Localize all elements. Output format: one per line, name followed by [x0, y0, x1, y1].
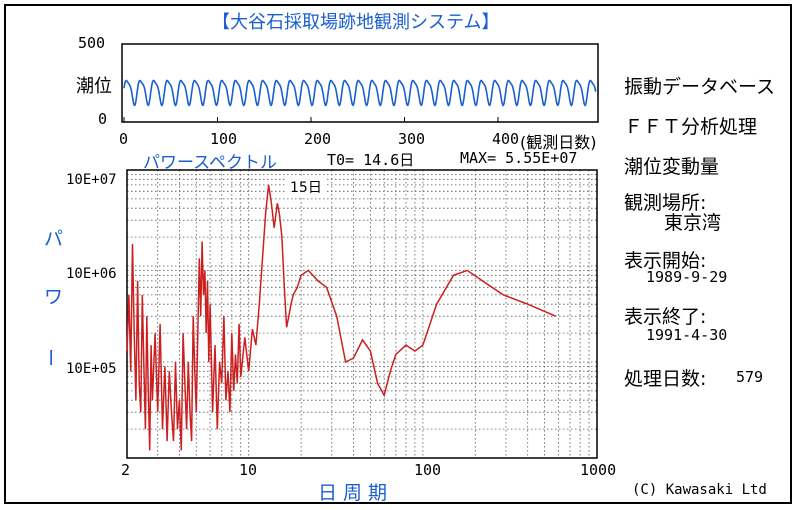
tide-ytick-500: 500: [78, 34, 106, 52]
spectrum-xlabel: 日周期: [318, 482, 394, 504]
spectrum-max: MAX= 5.55E+07: [460, 149, 578, 167]
spectrum-plot-border: [126, 169, 598, 459]
spectrum-label: パワースペクトル: [143, 153, 277, 173]
menu-tide-variation[interactable]: 潮位変動量: [624, 156, 720, 178]
spectrum-ylabel-3: ー: [39, 347, 62, 368]
tide-xtick-300: 300: [398, 130, 426, 148]
menu-vibration-db[interactable]: 振動データベース: [624, 76, 776, 98]
screen-frame: [4, 4, 792, 504]
tide-xtick-400: 400: [492, 130, 520, 148]
site-label: 観測場所:: [624, 192, 707, 214]
spectrum-xtick-1000: 1000: [580, 461, 617, 479]
spectrum-ylabel-2: ワ: [44, 286, 64, 308]
spectrum-xtick-10: 10: [239, 461, 258, 479]
spectrum-xtick-2: 2: [121, 461, 131, 479]
spectrum-ylabel-1: パ: [44, 228, 64, 250]
tide-xtick-0: 0: [119, 130, 129, 148]
peak-annotation: 15日: [287, 177, 325, 197]
spectrum-ytick-1e7: 10E+07: [66, 172, 117, 188]
menu-fft-analysis[interactable]: ＦＦＴ分析処理: [624, 116, 758, 138]
copyright: (C) Kawasaki Ltd: [632, 482, 767, 498]
tide-chart: [121, 43, 599, 123]
tide-xlabel: (観測日数): [520, 133, 597, 152]
start-label: 表示開始:: [624, 250, 707, 272]
days-label: 処理日数:: [624, 368, 707, 390]
tide-xtick-200: 200: [304, 130, 332, 148]
spectrum-xtick-100: 100: [414, 461, 442, 479]
tide-xtick-100: 100: [210, 130, 238, 148]
start-value: 1989-9-29: [646, 268, 728, 286]
days-value: 579: [736, 368, 764, 386]
end-value: 1991-4-30: [646, 326, 728, 344]
tide-plot-border: [121, 43, 599, 123]
app-title: 【大谷石採取場跡地観測システム】: [212, 12, 500, 33]
spectrum-ytick-1e6: 10E+06: [66, 266, 117, 282]
spectrum-series-line: [126, 184, 556, 451]
tide-ytick-0: 0: [98, 110, 108, 128]
spectrum-t0: T0= 14.6日: [327, 151, 415, 169]
site-value: 東京湾: [664, 212, 722, 234]
tide-ylabel: 潮位: [76, 76, 112, 97]
end-label: 表示終了:: [624, 306, 707, 328]
spectrum-ytick-1e5: 10E+05: [66, 361, 117, 377]
tide-series-line: [123, 79, 597, 107]
